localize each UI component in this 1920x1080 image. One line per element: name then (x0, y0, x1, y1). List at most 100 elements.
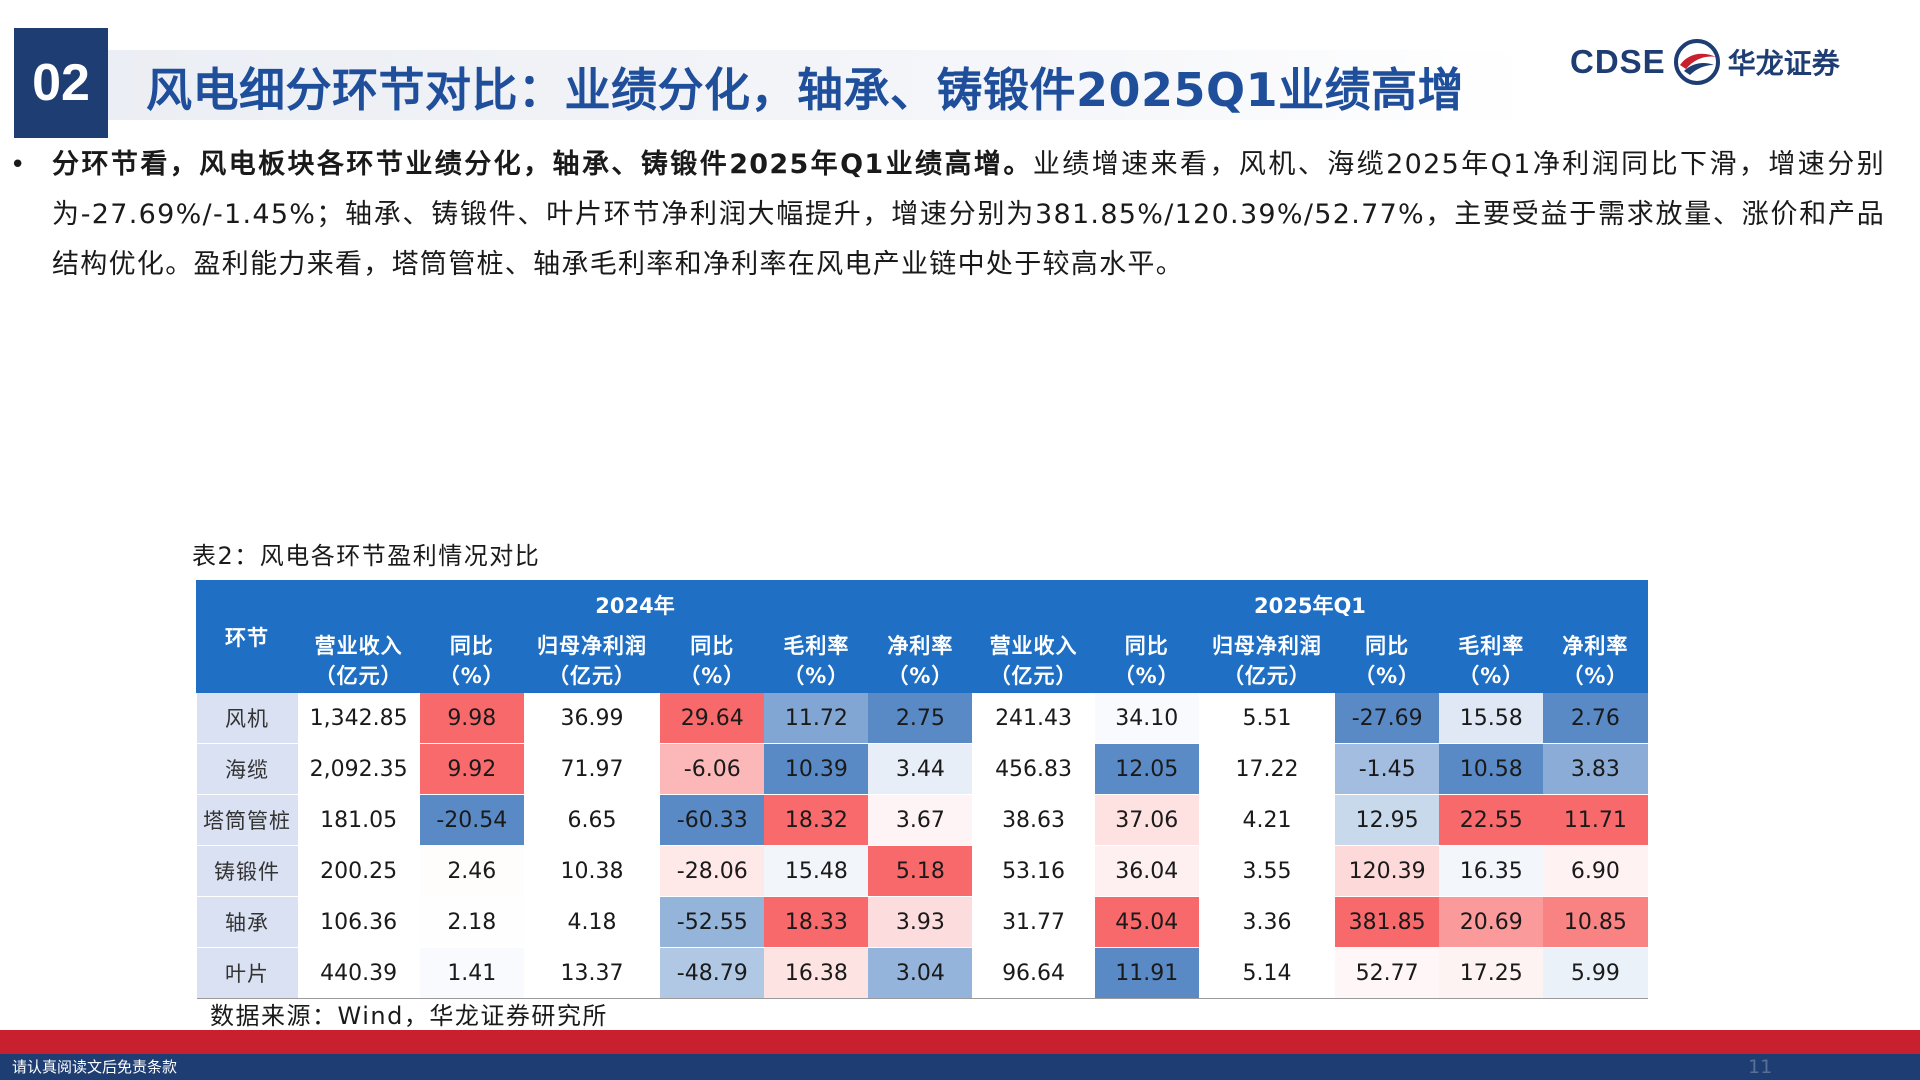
table-cell: 120.39 (1335, 845, 1440, 897)
segment-header: 环节 (195, 580, 299, 693)
table-cell: 106.36 (297, 896, 420, 948)
table-cell: 9.92 (419, 743, 524, 795)
table-cell: 1,342.85 (297, 692, 420, 744)
table-cell: 3.93 (868, 896, 973, 948)
table-caption: 表2：风电各环节盈利情况对比 (192, 542, 541, 570)
footer-red-band (0, 1030, 1920, 1054)
table-cell: 4.18 (523, 896, 661, 948)
table-cell: 22.55 (1439, 794, 1544, 846)
table-cell: 6.90 (1543, 845, 1648, 897)
column-header: 归母净利润 （亿元） (523, 629, 661, 693)
table-cell: 3.83 (1543, 743, 1648, 795)
bullet-text: 分环节看，风电板块各环节业绩分化，轴承、铸锻件2025年Q1业绩高增。业绩增速来… (52, 140, 1885, 290)
table-cell: 11.72 (764, 692, 869, 744)
page-title: 风电细分环节对比：业绩分化，轴承、铸锻件2025Q1业绩高增 (146, 63, 1465, 117)
table-cell: 5.14 (1198, 947, 1336, 999)
table-cell: 38.63 (972, 794, 1095, 846)
table-cell: 37.06 (1094, 794, 1199, 846)
table-cell: 10.38 (523, 845, 661, 897)
column-header: 净利率 （%） (1542, 629, 1649, 693)
table-cell: 2.46 (419, 845, 524, 897)
column-header: 净利率 （%） (867, 629, 973, 693)
table-cell: 53.16 (972, 845, 1095, 897)
profitability-table: 环节 2024年 2025年Q1 营业收入 （亿元） 同比 （%） 归母净利润 （亿… (195, 580, 1649, 999)
table-cell: 3.55 (1198, 845, 1336, 897)
table-cell: 20.69 (1439, 896, 1544, 948)
table-cell: 3.04 (868, 947, 973, 999)
column-header: 营业收入 （亿元） (971, 629, 1096, 693)
table-cell: 4.21 (1198, 794, 1336, 846)
period-2025q1-header: 2025年Q1 (971, 580, 1649, 630)
table-cell: 3.67 (868, 794, 973, 846)
table-cell: -48.79 (660, 947, 765, 999)
segment-name: 塔筒管桩 (196, 794, 298, 846)
table-cell: 5.99 (1543, 947, 1648, 999)
segment-name: 铸锻件 (196, 845, 298, 897)
table-cell: 31.77 (972, 896, 1095, 948)
segment-name: 轴承 (196, 896, 298, 948)
segment-name: 海缆 (196, 743, 298, 795)
table-cell: 2,092.35 (297, 743, 420, 795)
period-2024-header: 2024年 (297, 580, 973, 630)
bullet-body: 业绩增速来看，风机、海缆2025年Q1净利润同比下滑，增速分别为-27.69%/… (52, 149, 1885, 280)
table-cell: 96.64 (972, 947, 1095, 999)
table-cell: 15.48 (764, 845, 869, 897)
footer-blue-band (0, 1054, 1920, 1080)
summary-bullet: • 分环节看，风电板块各环节业绩分化，轴承、铸锻件2025年Q1业绩高增。业绩增… (10, 140, 1885, 290)
table-cell: 29.64 (660, 692, 765, 744)
table-cell: 1.41 (419, 947, 524, 999)
table-cell: 5.51 (1198, 692, 1336, 744)
bullet-dot-icon: • (10, 150, 26, 180)
segment-name: 叶片 (196, 947, 298, 999)
table-cell: 3.36 (1198, 896, 1336, 948)
table-cell: 5.18 (868, 845, 973, 897)
table-cell: 17.22 (1198, 743, 1336, 795)
column-header: 毛利率 （%） (1438, 629, 1544, 693)
table-cell: 181.05 (297, 794, 420, 846)
footer-disclaimer[interactable]: 请认真阅读文后免责条款 (12, 1058, 178, 1076)
table-cell: 34.10 (1094, 692, 1199, 744)
table-cell: 36.99 (523, 692, 661, 744)
eagle-swoosh-icon (1673, 39, 1720, 85)
column-header: 归母净利润 （亿元） (1198, 629, 1336, 693)
segment-name: 风机 (196, 692, 298, 744)
table-cell: 52.77 (1335, 947, 1440, 999)
data-source: 数据来源：Wind，华龙证券研究所 (210, 1002, 608, 1030)
table-cell: 17.25 (1439, 947, 1544, 999)
table-cell: 2.18 (419, 896, 524, 948)
table-cell: 36.04 (1094, 845, 1199, 897)
table-cell: 71.97 (523, 743, 661, 795)
table-row: 轴承 106.36 2.18 4.18 -52.55 18.33 3.93 31.77 45.0… (196, 896, 1648, 948)
table-cell: 2.75 (868, 692, 973, 744)
title-band (108, 50, 1528, 120)
section-number-badge: 02 (14, 28, 108, 138)
column-header: 营业收入 （亿元） (297, 629, 421, 693)
table-cell: 16.35 (1439, 845, 1544, 897)
table-cell: -52.55 (660, 896, 765, 948)
table-cell: 11.91 (1094, 947, 1199, 999)
table-cell: -27.69 (1335, 692, 1440, 744)
table-cell: 12.95 (1335, 794, 1440, 846)
column-header: 同比 （%） (1334, 629, 1440, 693)
table-cell: 3.44 (868, 743, 973, 795)
column-header: 同比 （%） (419, 629, 525, 693)
table-cell: 13.37 (523, 947, 661, 999)
table-cell: 10.58 (1439, 743, 1544, 795)
column-header: 毛利率 （%） (763, 629, 869, 693)
bullet-bold-lead: 分环节看，风电板块各环节业绩分化，轴承、铸锻件2025年Q1业绩高增。 (52, 149, 1033, 180)
table-cell: 381.85 (1335, 896, 1440, 948)
table-cell: -60.33 (660, 794, 765, 846)
table-cell: 11.71 (1543, 794, 1648, 846)
table-cell: 18.32 (764, 794, 869, 846)
table-cell: 456.83 (972, 743, 1095, 795)
table-cell: 45.04 (1094, 896, 1199, 948)
table-cell: 15.58 (1439, 692, 1544, 744)
logo-text-en: CDSE (1570, 43, 1666, 80)
table-cell: 10.39 (764, 743, 869, 795)
company-logo[interactable]: CDSE 华龙证券 (1570, 34, 1840, 90)
table-row: 风机 1,342.85 9.98 36.99 29.64 11.72 2.75 241.43 3… (196, 692, 1648, 744)
column-header: 同比 （%） (659, 629, 765, 693)
table-cell: 241.43 (972, 692, 1095, 744)
logo-text-cn: 华龙证券 (1727, 47, 1840, 80)
table-cell: 10.85 (1543, 896, 1648, 948)
